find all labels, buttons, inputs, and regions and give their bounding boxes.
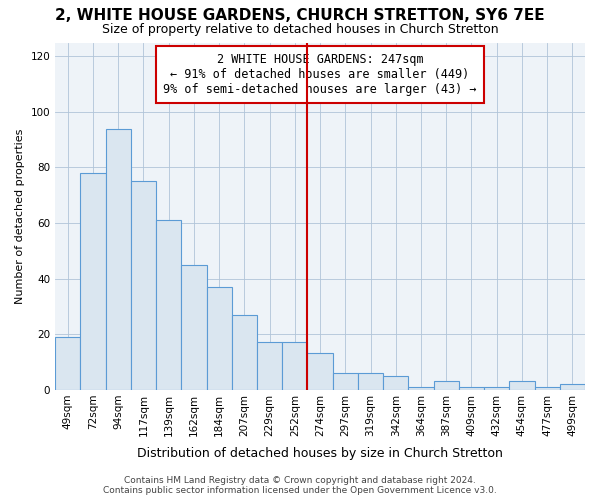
Bar	[535, 387, 560, 390]
Bar	[484, 387, 509, 390]
Text: 2 WHITE HOUSE GARDENS: 247sqm
← 91% of detached houses are smaller (449)
9% of s: 2 WHITE HOUSE GARDENS: 247sqm ← 91% of d…	[163, 53, 477, 96]
X-axis label: Distribution of detached houses by size in Church Stretton: Distribution of detached houses by size …	[137, 447, 503, 460]
Bar	[156, 220, 181, 390]
Bar	[181, 264, 206, 390]
Bar	[106, 128, 131, 390]
Text: Size of property relative to detached houses in Church Stretton: Size of property relative to detached ho…	[101, 22, 499, 36]
Bar	[55, 337, 80, 390]
Bar	[257, 342, 282, 390]
Bar	[131, 182, 156, 390]
Bar	[509, 382, 535, 390]
Text: Contains HM Land Registry data © Crown copyright and database right 2024.
Contai: Contains HM Land Registry data © Crown c…	[103, 476, 497, 495]
Bar	[409, 387, 434, 390]
Bar	[307, 354, 332, 390]
Bar	[332, 373, 358, 390]
Bar	[232, 314, 257, 390]
Bar	[383, 376, 409, 390]
Text: 2, WHITE HOUSE GARDENS, CHURCH STRETTON, SY6 7EE: 2, WHITE HOUSE GARDENS, CHURCH STRETTON,…	[55, 8, 545, 22]
Bar	[282, 342, 307, 390]
Bar	[206, 287, 232, 390]
Bar	[560, 384, 585, 390]
Bar	[434, 382, 459, 390]
Bar	[80, 173, 106, 390]
Y-axis label: Number of detached properties: Number of detached properties	[15, 128, 25, 304]
Bar	[358, 373, 383, 390]
Bar	[459, 387, 484, 390]
